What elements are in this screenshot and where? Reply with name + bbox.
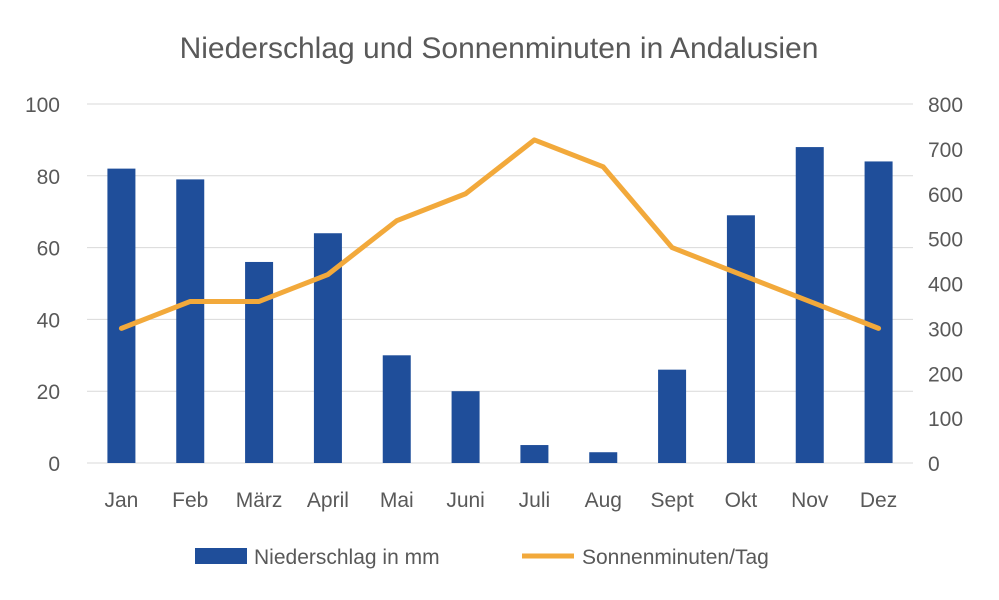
right-tick-label: 700 bbox=[928, 139, 963, 162]
legend-swatch-bar bbox=[195, 548, 247, 564]
right-tick-label: 600 bbox=[928, 184, 963, 207]
bar-Okt bbox=[726, 215, 755, 463]
bar-März bbox=[245, 261, 274, 463]
x-tick-label: Jan bbox=[104, 489, 138, 512]
left-tick-label: 0 bbox=[48, 453, 60, 476]
right-tick-label: 400 bbox=[928, 274, 963, 297]
legend-label-bar: Niederschlag in mm bbox=[254, 546, 440, 569]
x-tick-label: Okt bbox=[725, 489, 758, 512]
left-tick-label: 60 bbox=[37, 238, 60, 261]
x-tick-label: Nov bbox=[791, 489, 829, 512]
bar-Sept bbox=[658, 369, 687, 463]
bar-Dez bbox=[864, 161, 893, 463]
x-tick-label: Aug bbox=[585, 489, 622, 512]
bar-series bbox=[107, 147, 893, 463]
legend: Niederschlag in mm Sonnenminuten/Tag bbox=[195, 546, 769, 569]
x-tick-label: Mai bbox=[380, 489, 414, 512]
right-tick-label: 100 bbox=[928, 408, 963, 431]
right-tick-label: 300 bbox=[928, 318, 963, 341]
x-tick-label: Dez bbox=[860, 489, 897, 512]
left-tick-label: 80 bbox=[37, 166, 60, 189]
left-axis: 0 20 40 60 80 100 bbox=[25, 94, 60, 476]
left-tick-label: 40 bbox=[37, 309, 60, 332]
x-tick-label: April bbox=[307, 489, 349, 512]
x-tick-label: Sept bbox=[650, 489, 693, 512]
x-tick-label: März bbox=[236, 489, 283, 512]
x-axis: Jan Feb März April Mai Juni Juli Aug Sept Okt Nov D… bbox=[104, 489, 897, 512]
legend-label-line: Sonnenminuten/Tag bbox=[582, 546, 769, 569]
right-tick-label: 500 bbox=[928, 229, 963, 252]
right-tick-label: 800 bbox=[928, 94, 963, 117]
line-series bbox=[118, 137, 882, 331]
bar-Feb bbox=[176, 179, 205, 463]
x-tick-label: Juni bbox=[446, 489, 485, 512]
chart-title: Niederschlag und Sonnenminuten in Andalu… bbox=[180, 32, 819, 65]
bar-Aug bbox=[589, 452, 618, 463]
gridlines bbox=[87, 103, 913, 464]
bar-Juni bbox=[451, 391, 480, 463]
right-axis: 0 100 200 300 400 500 600 700 800 bbox=[928, 94, 963, 476]
line-sonnenminuten bbox=[118, 137, 882, 331]
right-tick-label: 0 bbox=[928, 453, 940, 476]
left-tick-label: 20 bbox=[37, 381, 60, 404]
bar-Juli bbox=[520, 445, 549, 463]
right-tick-label: 200 bbox=[928, 363, 963, 386]
left-tick-label: 100 bbox=[25, 94, 60, 117]
x-tick-label: Juli bbox=[519, 489, 551, 512]
x-tick-label: Feb bbox=[172, 489, 208, 512]
bar-Mai bbox=[382, 355, 411, 463]
bar-Jan bbox=[107, 168, 136, 463]
